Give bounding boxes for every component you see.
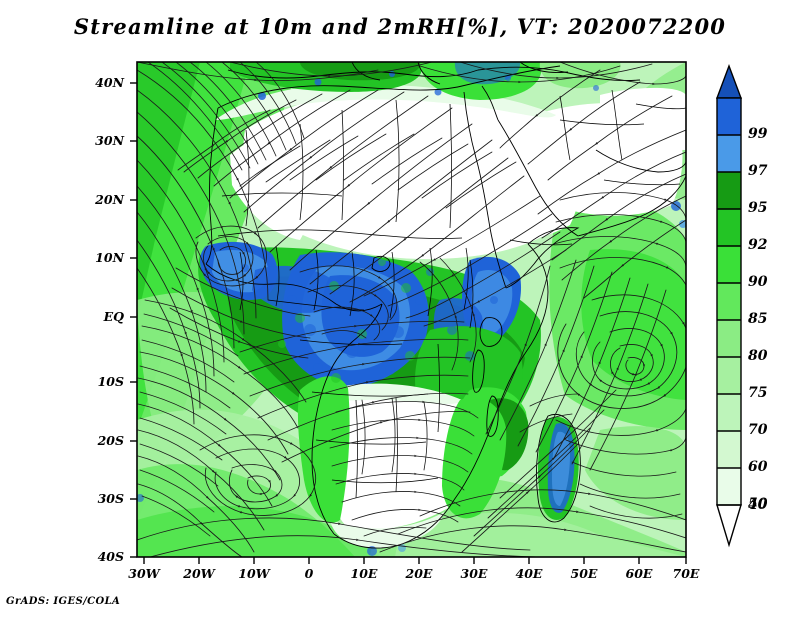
colorbar-tick-label: 60: [748, 459, 768, 475]
grads-credit: GrADS: IGES/COLA: [6, 596, 121, 607]
chart-title: Streamline at 10m and 2mRH[%], VT: 20200…: [73, 14, 727, 39]
colorbar-tick-label: 92: [748, 237, 768, 253]
y-tick-label: 40S: [97, 549, 124, 564]
x-tick-label: 20W: [183, 566, 215, 581]
x-tick-label: 40E: [515, 566, 543, 581]
colorbar-tick-label: 80: [748, 348, 768, 364]
y-tick-label: 30N: [95, 133, 124, 148]
colorbar-tick-label: 75: [748, 385, 768, 401]
colorbar: [715, 64, 743, 548]
streamlines-layer: [137, 62, 686, 557]
y-tick-label: EQ: [103, 309, 124, 324]
y-tick-label: 10N: [95, 250, 124, 265]
colorbar-tick-label: 50: [748, 496, 768, 512]
y-tick-label: 40N: [95, 75, 124, 90]
colorbar-tick-label: 97: [748, 163, 768, 179]
colorbar-tick-label: 95: [748, 200, 768, 216]
colorbar-tick-label: 85: [748, 311, 768, 327]
x-tick-label: 30W: [128, 566, 160, 581]
x-tick-label: 70E: [672, 566, 700, 581]
colorbar-tick-label: 90: [748, 274, 768, 290]
x-tick-label: 30E: [460, 566, 488, 581]
colorbar-tick-label: 70: [748, 422, 768, 438]
y-tick-label: 20N: [95, 192, 124, 207]
x-tick-label: 60E: [625, 566, 653, 581]
x-tick-label: 10W: [238, 566, 270, 581]
x-tick-label: 20E: [405, 566, 433, 581]
colorbar-tick-label: 99: [748, 126, 768, 142]
plot-frame: [130, 61, 687, 564]
x-tick-label: 10E: [350, 566, 378, 581]
colorbar-tick-label: 40: [748, 497, 768, 513]
y-tick-label: 20S: [97, 433, 124, 448]
x-tick-label: 0: [304, 566, 314, 581]
rh-shading-layer: [137, 62, 686, 557]
y-tick-label: 30S: [97, 491, 124, 506]
x-tick-label: 50E: [570, 566, 598, 581]
y-tick-label: 10S: [97, 374, 124, 389]
